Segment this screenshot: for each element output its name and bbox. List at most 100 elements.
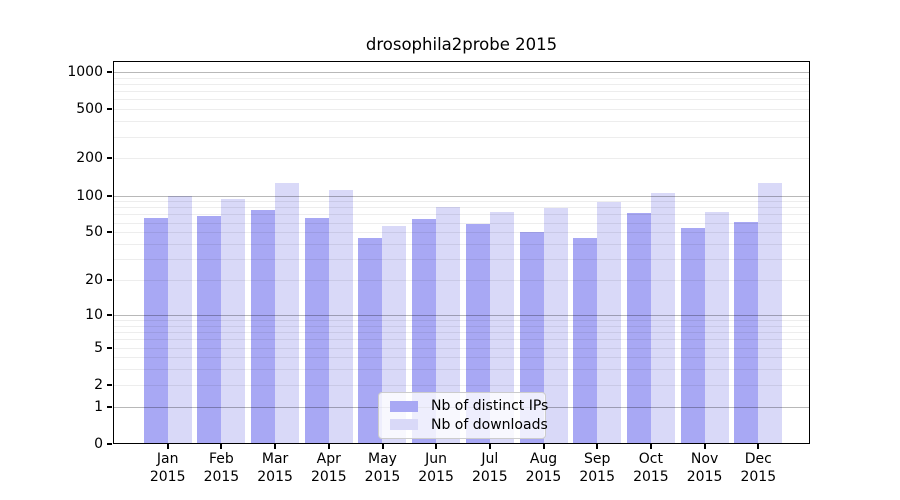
y-tick-label-100: 100 (76, 187, 103, 204)
x-tick-month: Jan (156, 451, 179, 467)
gridline-minor-900 (113, 77, 810, 79)
bar-downloads-dec (758, 183, 783, 444)
x-tick-year: 2015 (257, 468, 293, 485)
gridline-minor-5 (113, 347, 810, 349)
x-tick-label-dec: Dec 2015 (718, 451, 798, 486)
bar-downloads-apr (328, 190, 353, 444)
legend: Nb of distinct IPs Nb of downloads (378, 392, 548, 439)
y-tick-label-10: 10 (85, 306, 103, 323)
bar-distinct-ips-feb (197, 216, 222, 444)
y-tick-mark-1000 (107, 70, 112, 73)
x-tick-month: Mar (261, 451, 289, 467)
y-tick-mark-100 (107, 194, 112, 197)
x-tick-label-nov: Nov 2015 (665, 451, 745, 486)
x-tick-label-may: May 2015 (343, 451, 423, 486)
gridline-minor-400 (113, 121, 810, 123)
bar-downloads-jan (167, 195, 192, 444)
gridline-minor-80 (113, 207, 810, 209)
legend-swatch-distinct-ips (390, 400, 418, 412)
x-tick-month: Feb (208, 451, 234, 467)
y-tick-mark-50 (107, 231, 112, 234)
x-tick-month: May (368, 451, 397, 467)
y-tick-label-200: 200 (76, 150, 103, 167)
gridline-minor-30 (113, 259, 810, 261)
x-tick-month: Jul (481, 451, 499, 467)
y-tick-label-0: 0 (94, 436, 103, 452)
legend-item-distinct-ips: Nb of distinct IPs (385, 398, 548, 414)
x-tick-year: 2015 (633, 468, 669, 485)
x-tick-month: Sep (583, 451, 611, 467)
gridline-minor-70 (113, 214, 810, 216)
y-tick-mark-1 (107, 405, 112, 408)
gridline-minor-4 (113, 357, 810, 359)
x-tick-mark-may (381, 444, 384, 449)
legend-label-downloads: Nb of downloads (431, 416, 548, 433)
plot-area (113, 61, 810, 444)
x-tick-month: Oct (638, 451, 663, 467)
x-tick-label-apr: Apr 2015 (289, 451, 369, 486)
bar-downloads-mar (275, 183, 300, 444)
x-tick-month: Dec (744, 451, 772, 467)
gridline-minor-9 (113, 320, 810, 321)
x-tick-mark-oct (649, 444, 652, 449)
y-tick-label-500: 500 (76, 101, 103, 118)
gridline-minor-6 (113, 339, 810, 341)
gridline-minor-700 (113, 91, 810, 93)
x-tick-year: 2015 (471, 468, 508, 485)
y-tick-label-1000: 1000 (67, 63, 103, 80)
gridline-minor-800 (113, 83, 810, 85)
gridline-minor-200 (113, 158, 810, 160)
x-tick-label-oct: Oct 2015 (611, 451, 691, 486)
x-tick-year: 2015 (418, 468, 454, 485)
x-tick-month: Jun (425, 451, 448, 467)
y-tick-mark-20 (107, 279, 112, 281)
y-tick-mark-500 (107, 108, 112, 111)
bar-downloads-feb (221, 199, 246, 444)
y-tick-mark-0 (107, 443, 112, 445)
x-tick-year: 2015 (203, 468, 240, 485)
x-tick-mark-jun (435, 444, 438, 449)
gridline-major-100 (113, 195, 810, 197)
bar-downloads-nov (704, 212, 729, 444)
gridline-minor-90 (113, 201, 810, 203)
legend-swatch-downloads (390, 419, 418, 431)
x-tick-month: Apr (316, 451, 341, 467)
x-tick-label-jul: Jul 2015 (450, 451, 530, 486)
x-tick-mark-dec (757, 444, 760, 449)
x-tick-label-feb: Feb 2015 (181, 451, 261, 486)
y-tick-label-2: 2 (94, 376, 103, 393)
gridline-major-1000 (113, 71, 810, 73)
y-tick-label-50: 50 (85, 224, 103, 241)
x-tick-label-aug: Aug 2015 (504, 451, 584, 486)
bar-distinct-ips-apr (304, 217, 329, 444)
x-tick-mark-feb (220, 444, 223, 449)
legend-label-distinct-ips: Nb of distinct IPs (431, 398, 549, 415)
gridline-minor-50 (113, 232, 810, 234)
x-tick-mark-jan (166, 444, 169, 449)
gridline-minor-7 (113, 332, 810, 333)
x-tick-mark-jul (488, 444, 491, 449)
x-tick-mark-apr (327, 444, 330, 449)
bar-downloads-sep (597, 202, 622, 444)
y-tick-mark-5 (107, 346, 112, 349)
bar-distinct-ips-nov (680, 228, 705, 444)
x-tick-mark-mar (274, 444, 277, 449)
bar-distinct-ips-mar (251, 210, 276, 444)
x-tick-month: Aug (529, 451, 558, 467)
x-tick-label-jan: Jan 2015 (128, 451, 208, 486)
bar-distinct-ips-oct (626, 212, 651, 444)
x-tick-year: 2015 (740, 468, 777, 485)
y-tick-label-20: 20 (85, 272, 103, 288)
x-tick-month: Nov (690, 451, 719, 467)
bar-distinct-ips-dec (734, 221, 759, 444)
x-tick-mark-sep (596, 444, 599, 449)
gridline-minor-300 (113, 136, 810, 138)
x-tick-year: 2015 (149, 468, 186, 485)
gridline-minor-40 (113, 244, 810, 245)
gridline-minor-8 (113, 325, 810, 327)
bar-distinct-ips-jan (143, 218, 168, 444)
bar-downloads-aug (543, 208, 568, 444)
gridline-minor-20 (113, 280, 810, 281)
x-tick-label-jun: Jun 2015 (396, 451, 476, 486)
